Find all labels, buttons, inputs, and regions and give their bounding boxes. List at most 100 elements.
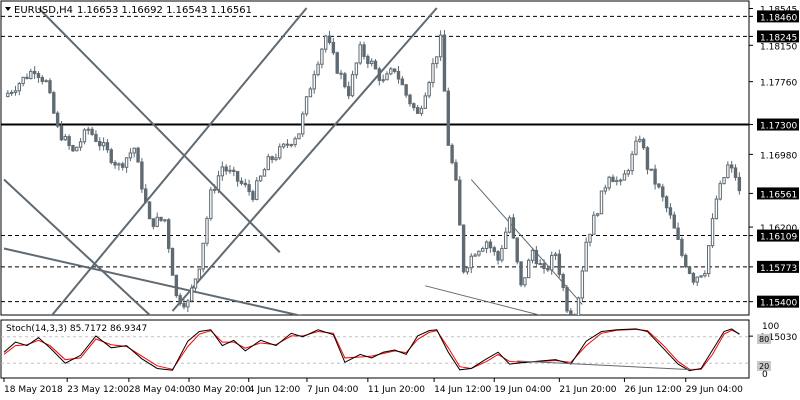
candle[interactable]: [385, 71, 389, 81]
candle[interactable]: [519, 261, 523, 288]
candle[interactable]: [48, 78, 52, 94]
candle[interactable]: [527, 258, 531, 279]
stochastic-plot-area[interactable]: [1, 328, 749, 372]
candle[interactable]: [304, 96, 309, 117]
candle[interactable]: [201, 242, 205, 273]
candle[interactable]: [132, 147, 136, 158]
candle[interactable]: [661, 183, 665, 202]
candle[interactable]: [262, 167, 267, 177]
candle[interactable]: [396, 65, 401, 84]
candle[interactable]: [504, 227, 508, 250]
candle[interactable]: [507, 215, 512, 234]
candle[interactable]: [331, 38, 336, 56]
candle[interactable]: [78, 138, 83, 151]
candle[interactable]: [584, 237, 588, 272]
candle[interactable]: [500, 245, 504, 263]
candle[interactable]: [423, 92, 428, 109]
candle[interactable]: [458, 176, 462, 226]
candle[interactable]: [301, 111, 305, 137]
candle[interactable]: [274, 153, 278, 162]
candle[interactable]: [515, 237, 519, 265]
candle[interactable]: [289, 143, 293, 148]
candle[interactable]: [82, 128, 87, 145]
candle[interactable]: [220, 161, 225, 181]
candle[interactable]: [469, 253, 473, 274]
candle[interactable]: [703, 270, 707, 278]
candle[interactable]: [312, 70, 316, 94]
trendline-ascending-channel-lower[interactable]: [171, 7, 438, 312]
candle[interactable]: [699, 275, 703, 278]
candle[interactable]: [354, 62, 359, 79]
candle[interactable]: [718, 180, 722, 201]
candle[interactable]: [477, 250, 481, 257]
candle[interactable]: [392, 68, 397, 74]
candle[interactable]: [684, 253, 688, 269]
candle[interactable]: [442, 29, 447, 92]
candle[interactable]: [454, 159, 458, 181]
candle[interactable]: [492, 245, 496, 256]
candle[interactable]: [347, 81, 351, 100]
candle[interactable]: [17, 81, 22, 96]
candle[interactable]: [13, 85, 18, 96]
candle[interactable]: [327, 30, 332, 45]
candle[interactable]: [730, 160, 734, 173]
candle[interactable]: [124, 157, 129, 173]
candle[interactable]: [710, 213, 715, 248]
candle[interactable]: [611, 174, 615, 183]
candle[interactable]: [258, 175, 263, 182]
trendline-channel-crossover[interactable]: [3, 247, 391, 337]
candle[interactable]: [278, 143, 282, 161]
candle[interactable]: [599, 190, 604, 215]
candle[interactable]: [40, 75, 44, 85]
symbol-dropdown-arrow-icon[interactable]: [5, 7, 11, 11]
candle[interactable]: [71, 144, 75, 153]
candle[interactable]: [645, 146, 650, 175]
candle[interactable]: [607, 175, 611, 191]
candle[interactable]: [36, 71, 41, 83]
candle[interactable]: [25, 73, 29, 80]
trendline-descending-channel-upper[interactable]: [37, 7, 281, 253]
candle[interactable]: [308, 86, 313, 98]
candle[interactable]: [691, 271, 696, 285]
candle[interactable]: [588, 233, 592, 247]
candle[interactable]: [664, 195, 669, 213]
candle[interactable]: [653, 164, 657, 190]
candle[interactable]: [170, 247, 175, 276]
candle[interactable]: [235, 170, 240, 187]
candle[interactable]: [576, 296, 581, 333]
candle[interactable]: [159, 216, 163, 222]
stoch-divergence-line[interactable]: [517, 360, 694, 371]
candle[interactable]: [481, 246, 485, 252]
candle[interactable]: [714, 195, 719, 220]
candle[interactable]: [496, 250, 500, 265]
candle[interactable]: [316, 61, 320, 77]
candle[interactable]: [193, 278, 198, 293]
candle[interactable]: [461, 224, 466, 274]
candle[interactable]: [534, 246, 539, 266]
candle[interactable]: [695, 276, 699, 286]
candle[interactable]: [415, 104, 420, 114]
candle[interactable]: [465, 266, 470, 275]
candle[interactable]: [618, 178, 623, 186]
candle[interactable]: [186, 298, 190, 313]
candle[interactable]: [638, 135, 642, 143]
candle[interactable]: [565, 285, 569, 314]
candle[interactable]: [239, 177, 244, 186]
candle[interactable]: [174, 274, 179, 298]
candle[interactable]: [324, 34, 328, 53]
candle[interactable]: [668, 203, 673, 220]
candle[interactable]: [335, 51, 339, 74]
candle[interactable]: [151, 218, 156, 230]
candle[interactable]: [105, 139, 110, 153]
candle[interactable]: [86, 126, 90, 135]
candle[interactable]: [255, 177, 259, 201]
candle[interactable]: [473, 253, 477, 257]
candle[interactable]: [672, 211, 676, 229]
candle[interactable]: [281, 143, 286, 149]
candle[interactable]: [109, 147, 113, 165]
candle[interactable]: [117, 162, 121, 171]
candle[interactable]: [44, 79, 48, 83]
candle[interactable]: [657, 182, 661, 189]
candle[interactable]: [373, 59, 378, 70]
